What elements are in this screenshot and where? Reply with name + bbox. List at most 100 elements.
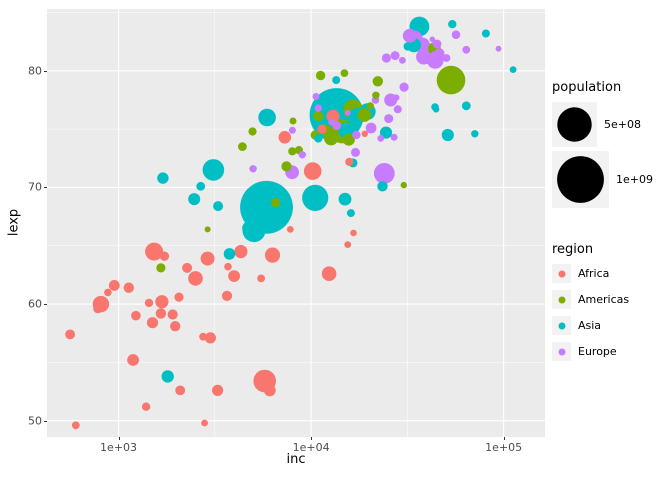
- data-point: [357, 108, 372, 122]
- data-point: [481, 29, 490, 38]
- y-tick-mark: [44, 420, 47, 422]
- legend-region-label: Americas: [578, 293, 630, 306]
- data-point: [372, 91, 380, 100]
- data-point: [104, 288, 112, 297]
- legend-region: region Africa Americas Asia Europe: [552, 242, 670, 368]
- data-point: [71, 421, 80, 430]
- data-point: [170, 321, 181, 332]
- legend-size-key: 5e+08: [552, 102, 670, 147]
- data-point: [161, 370, 174, 383]
- data-point: [123, 282, 134, 293]
- data-point: [442, 54, 451, 62]
- data-point: [65, 329, 75, 340]
- legend-population-keys: 5e+08 1e+09: [552, 102, 670, 208]
- data-point: [365, 122, 377, 134]
- legend-region-key-asia: Asia: [552, 316, 670, 335]
- data-point: [351, 147, 360, 157]
- y-tick-label: 50: [28, 414, 42, 428]
- data-point: [338, 192, 352, 206]
- y-tick-mark: [44, 304, 47, 306]
- data-point: [155, 308, 167, 319]
- data-point: [188, 193, 201, 206]
- legend-region-dot: [558, 270, 565, 277]
- data-point: [242, 221, 257, 236]
- data-point: [204, 226, 211, 233]
- data-point: [400, 181, 407, 189]
- legend-key-box: [552, 316, 571, 335]
- data-point: [131, 310, 141, 321]
- data-point: [303, 162, 322, 180]
- data-point: [314, 134, 323, 143]
- data-point: [278, 131, 292, 144]
- data-point: [288, 147, 297, 156]
- y-tick-mark: [44, 187, 47, 189]
- legend-population: population 5e+08 1e+09: [552, 80, 670, 212]
- legend-size-label: 1e+09: [616, 173, 653, 186]
- y-tick-mark: [44, 70, 47, 72]
- legend-region-dot: [558, 296, 565, 303]
- data-point: [182, 262, 193, 273]
- data-point: [314, 104, 322, 112]
- data-point: [145, 242, 164, 261]
- data-point: [146, 317, 159, 329]
- data-point: [346, 209, 355, 218]
- x-tick-label: 1e+05: [485, 441, 523, 454]
- data-point: [372, 76, 383, 87]
- data-point: [451, 30, 461, 39]
- legend-key-box: [552, 264, 571, 283]
- legend-size-circle: [557, 156, 604, 203]
- data-point: [390, 133, 398, 141]
- data-point: [221, 290, 233, 301]
- data-point: [377, 135, 385, 142]
- data-point: [471, 130, 479, 138]
- data-point: [373, 163, 395, 184]
- data-point: [381, 53, 391, 63]
- x-tick-label: 1e+04: [292, 441, 330, 454]
- data-point: [344, 109, 351, 116]
- y-axis-title: lexp: [6, 208, 22, 237]
- data-point: [159, 251, 170, 261]
- legend-region-dot: [558, 348, 565, 355]
- legend-key-box: [552, 102, 597, 147]
- data-point: [298, 151, 306, 159]
- data-point: [258, 108, 276, 127]
- y-tick-label: 80: [28, 64, 42, 78]
- legend-panel: population 5e+08 1e+09 region Africa Ameri…: [552, 80, 670, 368]
- data-point: [429, 36, 436, 43]
- legend-region-label: Asia: [578, 319, 602, 332]
- data-point: [175, 385, 186, 396]
- data-point: [93, 304, 103, 314]
- plot-area: [47, 9, 545, 437]
- data-point: [315, 70, 326, 81]
- data-point: [234, 245, 248, 259]
- legend-region-dot: [558, 322, 565, 329]
- data-point: [248, 127, 257, 136]
- data-point: [379, 126, 393, 139]
- legend-region-label: Africa: [578, 267, 610, 280]
- data-point: [196, 181, 206, 191]
- data-point: [393, 105, 402, 114]
- data-point: [402, 28, 417, 43]
- data-point: [263, 384, 276, 397]
- legend-size-key: 1e+09: [552, 151, 670, 208]
- data-point: [144, 298, 154, 308]
- legend-region-key-americas: Americas: [552, 290, 670, 309]
- data-point: [270, 198, 281, 208]
- x-tick-mark: [503, 437, 505, 440]
- legend-region-key-africa: Africa: [552, 264, 670, 283]
- data-point: [399, 56, 406, 64]
- data-point: [403, 42, 413, 51]
- data-point: [340, 69, 349, 77]
- legend-region-keys: Africa Americas Asia Europe: [552, 264, 670, 361]
- data-point: [157, 172, 169, 184]
- data-point: [188, 271, 203, 286]
- data-point: [320, 194, 328, 202]
- legend-key-box: [552, 151, 609, 208]
- data-point: [344, 241, 352, 249]
- data-point: [313, 111, 324, 122]
- data-point: [174, 292, 184, 302]
- data-point: [433, 58, 442, 67]
- data-point: [262, 187, 275, 200]
- data-point: [261, 220, 270, 229]
- data-point: [399, 82, 409, 92]
